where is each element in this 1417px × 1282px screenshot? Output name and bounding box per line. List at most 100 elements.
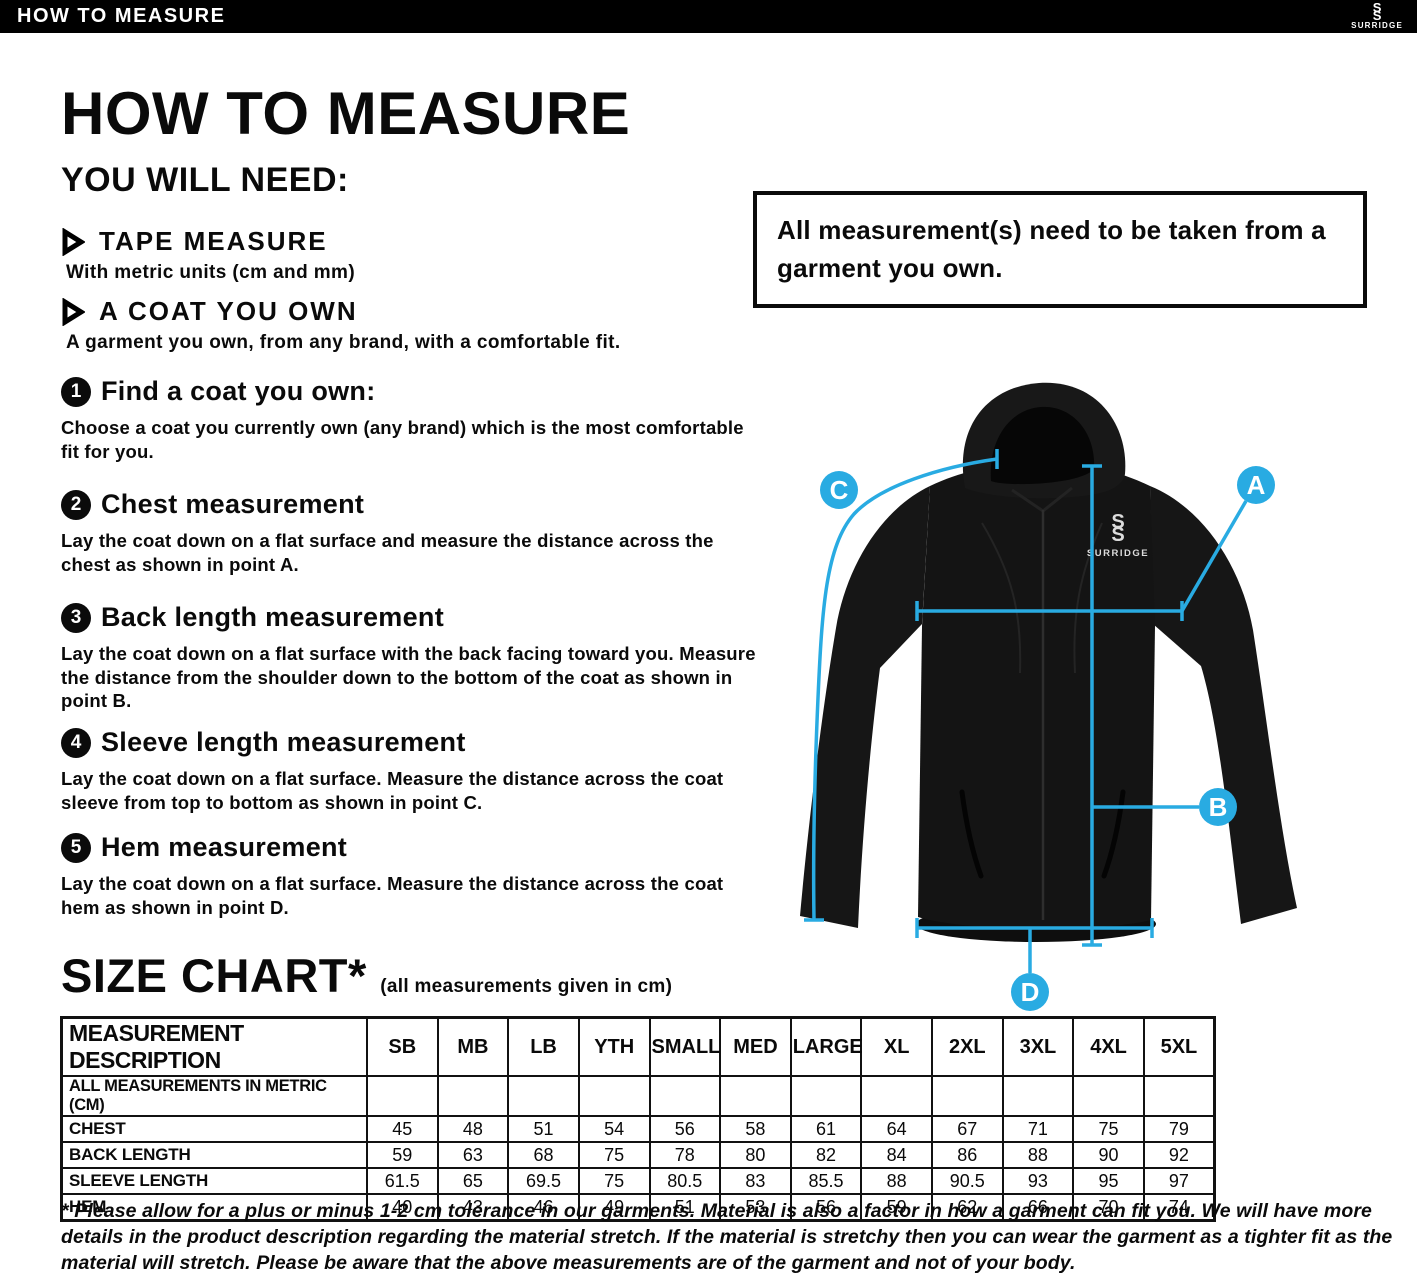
size-chart-title: SIZE CHART* xyxy=(61,949,367,1002)
step-title: Find a coat you own: xyxy=(101,376,376,406)
size-col-header: LARGE xyxy=(789,1016,863,1077)
size-col-header: SMALL xyxy=(648,1016,722,1077)
measurement-label-cell: CHEST xyxy=(60,1115,368,1143)
marker-c-label: C xyxy=(830,475,849,505)
step-5: 5 Hem measurement Lay the coat down on a… xyxy=(61,832,761,919)
size-chart-col-header: MEASUREMENT DESCRIPTION xyxy=(60,1016,368,1077)
size-col-header: YTH xyxy=(577,1016,651,1077)
step-description: Lay the coat down on a flat surface. Mea… xyxy=(61,873,724,918)
step-number-badge: 5 xyxy=(61,832,91,863)
step-1: 1 Find a coat you own: Choose a coat you… xyxy=(61,376,761,463)
empty-cell xyxy=(436,1075,510,1117)
measurement-value-cell: 88 xyxy=(1001,1141,1075,1169)
step-head: 1 Find a coat you own: xyxy=(61,376,761,407)
measurement-value-cell: 66 xyxy=(1001,1193,1075,1222)
jacket-figure: S S SURRIDGE xyxy=(800,382,1297,1011)
empty-cell xyxy=(931,1075,1004,1117)
measurement-value-cell: 82 xyxy=(789,1141,863,1169)
step-description: Lay the coat down on a flat surface and … xyxy=(61,530,714,575)
measurement-value-cell: 51 xyxy=(507,1115,580,1143)
measurement-value-cell: 71 xyxy=(1001,1115,1075,1143)
size-chart-row: HEM 40 43 46 49 51 53 56 59 62 66 70 74 xyxy=(60,1193,1216,1222)
size-chart-row: CHEST 45 48 51 54 56 58 61 64 67 71 75 79 xyxy=(60,1115,1216,1143)
jacket-left-pocket xyxy=(959,789,984,879)
step-title: Hem measurement xyxy=(101,832,348,862)
need-item-tape-measure: TAPE MEASURE With metric units (cm and m… xyxy=(61,226,355,284)
empty-cell xyxy=(648,1075,722,1117)
measurement-value-cell: 93 xyxy=(1001,1167,1075,1195)
measurement-value-cell: 67 xyxy=(931,1115,1004,1143)
size-chart-header-row: MEASUREMENT DESCRIPTION SB MB LB YTH SMALL MED… xyxy=(60,1016,1216,1077)
step-head: 2 Chest measurement xyxy=(61,489,761,520)
measurement-value-cell: 75 xyxy=(577,1167,651,1195)
need-label: A COAT YOU OWN xyxy=(99,296,358,326)
measurement-value-cell: 59 xyxy=(366,1141,439,1169)
need-label: TAPE MEASURE xyxy=(99,226,328,256)
step-number-badge: 3 xyxy=(61,602,91,633)
size-chart-table: MEASUREMENT DESCRIPTION SB MB LB YTH SMALL MED… xyxy=(60,1016,1216,1222)
measurement-value-cell: 63 xyxy=(436,1141,510,1169)
need-item-coat: A COAT YOU OWN A garment you own, from a… xyxy=(61,296,621,354)
measurement-value-cell: 65 xyxy=(436,1167,510,1195)
jacket-measurement-diagram: S S SURRIDGE xyxy=(750,368,1415,1038)
page-title: HOW TO MEASURE xyxy=(61,80,631,147)
measurement-value-cell: 45 xyxy=(366,1115,439,1143)
footer-disclaimer: * Please allow for a plus or minus 1-2 c… xyxy=(61,1200,1393,1274)
jacket-logo-text: SURRIDGE xyxy=(1087,548,1149,559)
sleeve-measure-curve xyxy=(811,457,998,921)
measurement-value-cell: 61.5 xyxy=(366,1167,439,1195)
measurement-value-cell: 75 xyxy=(1072,1115,1145,1143)
size-chart-subtitle: (all measurements given in cm) xyxy=(380,976,673,997)
need-description: A garment you own, from any brand, with … xyxy=(66,332,621,353)
need-description: With metric units (cm and mm) xyxy=(66,262,356,283)
measurement-value-cell: 74 xyxy=(1142,1193,1216,1222)
size-col-header: 3XL xyxy=(1001,1016,1075,1077)
jacket-wrinkle xyxy=(981,522,1022,674)
empty-cell xyxy=(789,1075,863,1117)
measurement-label-cell: BACK LENGTH xyxy=(60,1141,368,1169)
marker-b-label: B xyxy=(1209,792,1228,822)
jacket-logo-s-icon: S xyxy=(1111,511,1124,533)
measurement-value-cell: 92 xyxy=(1142,1141,1216,1169)
measurement-value-cell: 83 xyxy=(719,1167,792,1195)
measurement-value-cell: 95 xyxy=(1072,1167,1145,1195)
step-number-badge: 1 xyxy=(61,376,91,407)
step-title: Back length measurement xyxy=(101,602,445,632)
surridge-logo-text: SURRIDGE xyxy=(1351,20,1403,30)
measurement-value-cell: 90.5 xyxy=(931,1167,1004,1195)
empty-cell xyxy=(1142,1075,1216,1117)
size-col-header: MB xyxy=(436,1016,510,1077)
measurement-value-cell: 62 xyxy=(931,1193,1004,1222)
empty-cell xyxy=(366,1075,439,1117)
measurement-value-cell: 84 xyxy=(860,1141,933,1169)
step-description: Choose a coat you currently own (any bra… xyxy=(61,417,744,462)
empty-cell xyxy=(1072,1075,1145,1117)
measurement-value-cell: 88 xyxy=(860,1167,933,1195)
measurement-value-cell: 97 xyxy=(1142,1167,1216,1195)
play-triangle-icon xyxy=(62,227,85,256)
step-head: 4 Sleeve length measurement xyxy=(61,727,761,758)
step-description: Lay the coat down on a flat surface. Mea… xyxy=(61,768,724,813)
measurement-value-cell: 53 xyxy=(719,1193,792,1222)
measurement-value-cell: 56 xyxy=(789,1193,863,1222)
jacket-logo-s-icon: S xyxy=(1111,524,1124,546)
metric-note-row: ALL MEASUREMENTS IN METRIC (CM) xyxy=(60,1075,1216,1117)
empty-cell xyxy=(719,1075,792,1117)
step-head: 3 Back length measurement xyxy=(61,602,761,633)
step-head: 5 Hem measurement xyxy=(61,832,761,863)
size-col-header: XL xyxy=(860,1016,933,1077)
measurement-value-cell: 68 xyxy=(507,1141,580,1169)
need-head: TAPE MEASURE xyxy=(61,226,355,257)
size-chart-row: SLEEVE LENGTH 61.5 65 69.5 75 80.5 83 85.5 88 90.… xyxy=(60,1167,1216,1195)
measurement-markers: A B C D xyxy=(820,466,1275,1011)
measurement-lines xyxy=(804,449,1248,973)
measurement-value-cell: 70 xyxy=(1072,1193,1145,1222)
marker-d-circle xyxy=(1011,973,1049,1011)
size-col-header: MED xyxy=(719,1016,792,1077)
measurement-value-cell: 78 xyxy=(648,1141,722,1169)
step-title: Chest measurement xyxy=(101,489,365,519)
you-will-need-heading: YOU WILL NEED: xyxy=(61,161,349,199)
